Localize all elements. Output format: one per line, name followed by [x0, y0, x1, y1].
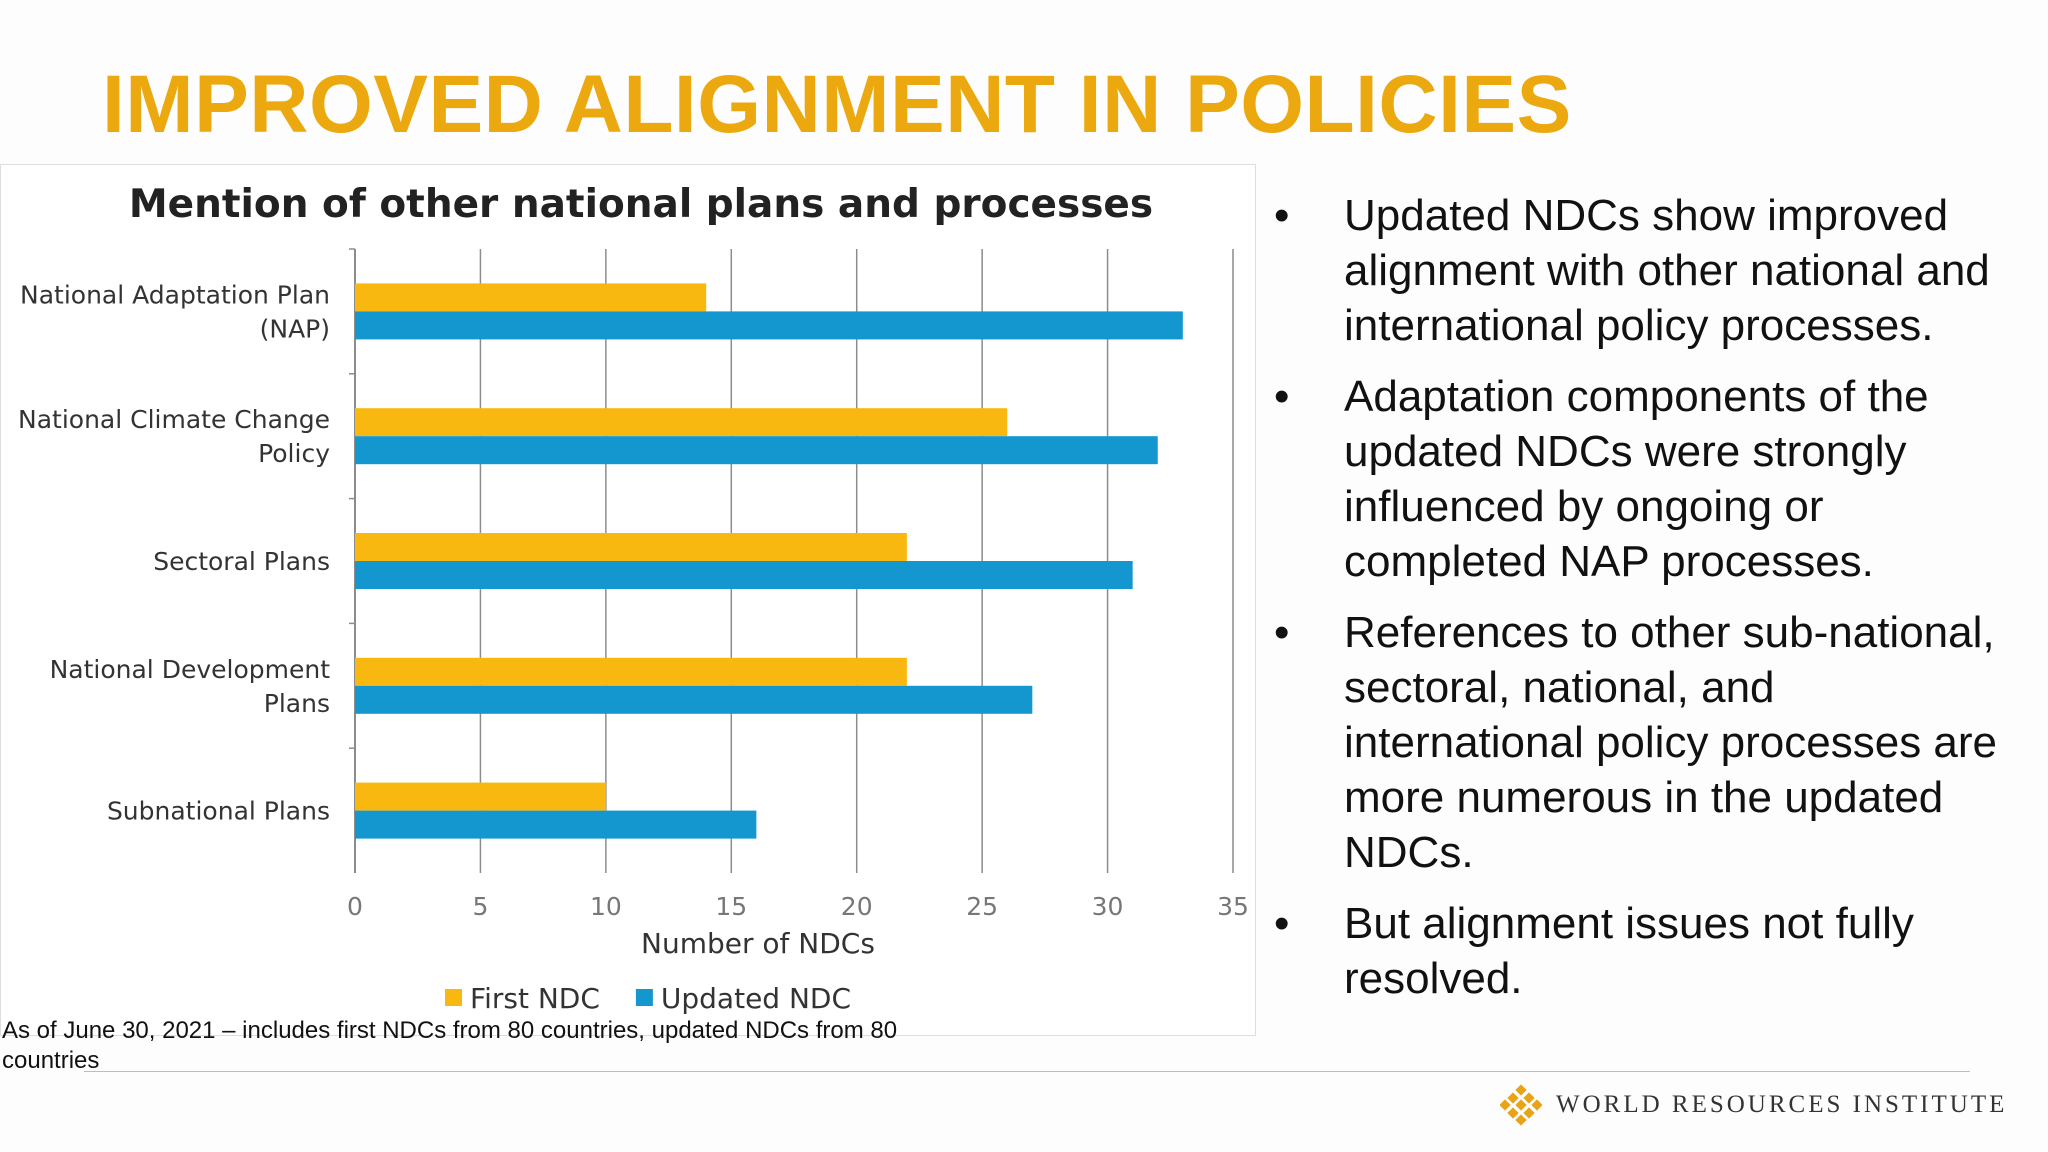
category-label: Policy: [258, 439, 330, 468]
category-label: National Climate Change: [18, 405, 330, 434]
bar-updated-ndc: [355, 311, 1183, 340]
slide-title: IMPROVED ALIGNMENT IN POLICIES: [102, 59, 1572, 150]
chart-panel: Mention of other national plans and proc…: [0, 164, 1256, 1036]
footnote: As of June 30, 2021 – includes first NDC…: [2, 1016, 1002, 1076]
bullet-item: • Adaptation components of the updated ND…: [1270, 369, 2000, 589]
bullet-icon: •: [1274, 899, 1290, 948]
bullet-text: Adaptation components of the updated NDC…: [1344, 372, 1929, 586]
category-label: National Adaptation Plan: [20, 280, 330, 309]
x-tick-label: 20: [841, 892, 873, 921]
logo-text: WORLD RESOURCES INSTITUTE: [1556, 1091, 2008, 1118]
bar-updated-ndc: [355, 685, 1033, 714]
category-label: Subnational Plans: [107, 797, 330, 826]
wri-logo: WORLD RESOURCES INSTITUTE: [1500, 1084, 2007, 1126]
x-tick-label: 25: [966, 892, 998, 921]
footnote-line: countries: [2, 1047, 100, 1074]
x-axis-label: Number of NDCs: [641, 927, 875, 960]
bar-updated-ndc: [355, 436, 1158, 465]
legend-label: First NDC: [470, 982, 600, 1015]
bullet-list: • Updated NDCs show improved alignment wi…: [1270, 188, 2000, 1022]
legend-swatch: [445, 989, 462, 1006]
bar-first-ndc: [355, 408, 1008, 437]
bar-first-ndc: [355, 533, 907, 561]
bullet-icon: •: [1274, 608, 1290, 657]
category-label: (NAP): [260, 314, 330, 343]
bullet-icon: •: [1274, 372, 1290, 421]
category-label: National Development: [50, 655, 331, 684]
bullet-text: Updated NDCs show improved alignment wit…: [1344, 191, 1990, 350]
bullet-text: But alignment issues not fully resolved.: [1344, 899, 1914, 1003]
legend-swatch: [635, 989, 653, 1006]
bullet-item: • Updated NDCs show improved alignment wi…: [1270, 188, 2000, 353]
x-tick-label: 5: [472, 892, 488, 921]
x-tick-label: 15: [715, 892, 747, 921]
bar-first-ndc: [355, 283, 707, 312]
bar-updated-ndc: [355, 810, 757, 839]
x-tick-label: 30: [1092, 892, 1124, 921]
wri-mosaic-logo-icon: [1500, 1084, 1542, 1126]
x-tick-label: 10: [590, 892, 622, 921]
bullet-item: • References to other sub-national, secto…: [1270, 605, 2000, 880]
x-tick-label: 35: [1217, 892, 1249, 921]
bar-updated-ndc: [355, 561, 1133, 589]
category-label: Sectoral Plans: [153, 547, 330, 576]
bullet-icon: •: [1274, 191, 1290, 240]
bar-first-ndc: [355, 657, 907, 686]
category-label: Plans: [264, 689, 330, 718]
bullet-text: References to other sub-national, sector…: [1344, 608, 1998, 877]
footer-divider: [84, 1071, 1970, 1072]
bullet-item: • But alignment issues not fully resolved…: [1270, 896, 2000, 1006]
bar-first-ndc: [355, 782, 606, 811]
x-tick-label: 0: [347, 892, 363, 921]
footnote-line: As of June 30, 2021 – includes first NDC…: [2, 1017, 898, 1044]
legend-label: Updated NDC: [661, 982, 851, 1015]
bar-chart: Mention of other national plans and proc…: [18, 182, 1249, 1015]
chart-title: Mention of other national plans and proc…: [129, 182, 1153, 227]
